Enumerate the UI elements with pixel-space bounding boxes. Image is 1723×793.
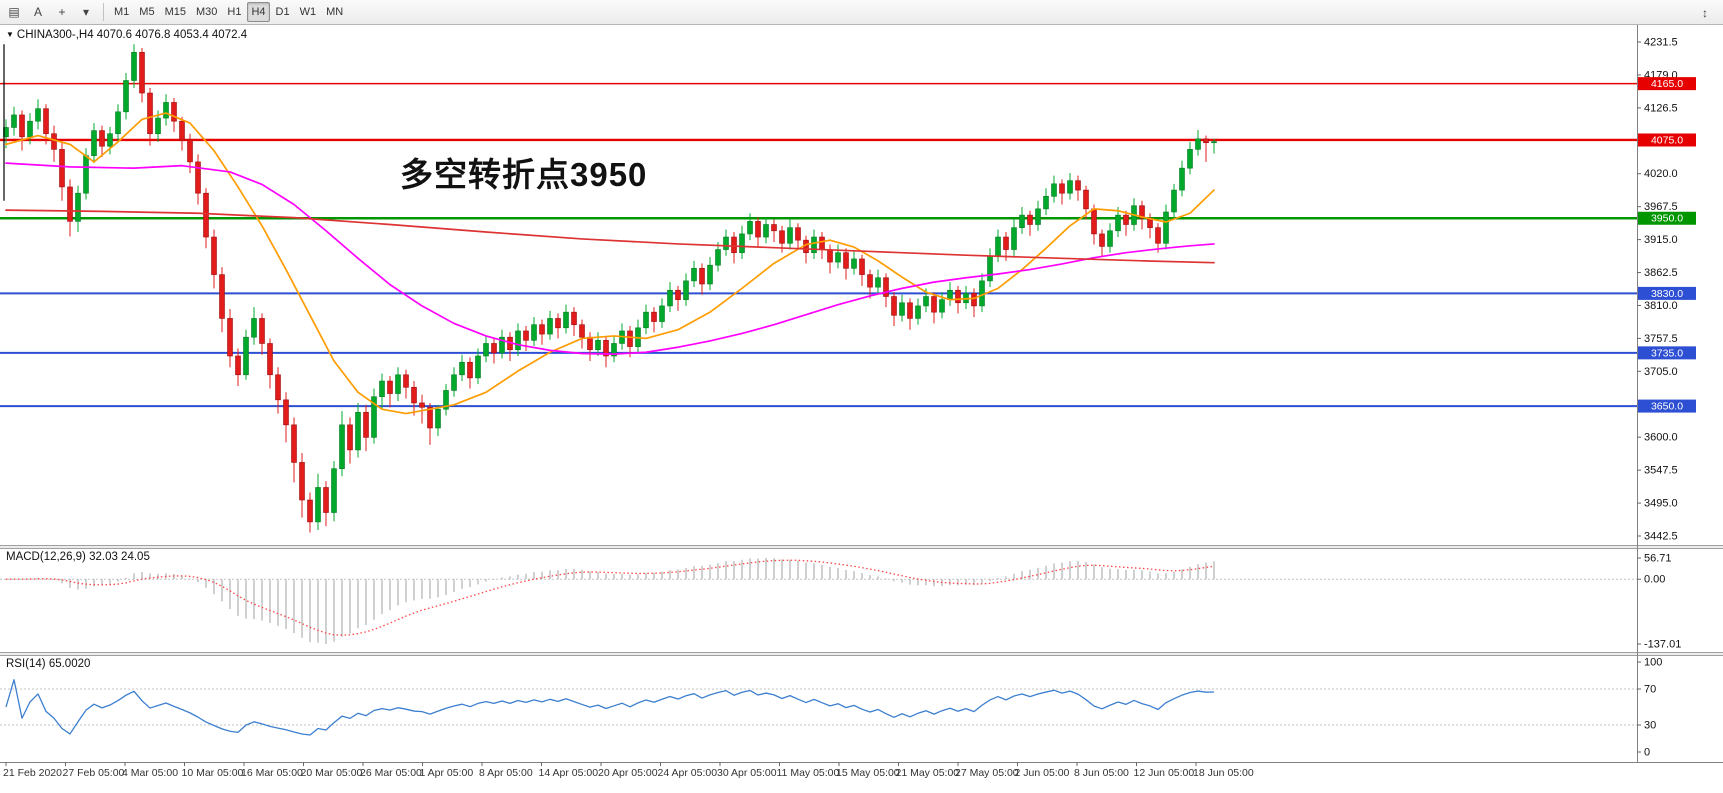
objects-dropdown-icon[interactable]: ▾ [82, 5, 90, 19]
svg-text:8 Apr 05:00: 8 Apr 05:00 [479, 767, 533, 779]
timeframe-button-D1[interactable]: D1 [275, 6, 290, 18]
svg-text:1 Apr 05:00: 1 Apr 05:00 [420, 767, 474, 779]
svg-text:24 Apr 05:00: 24 Apr 05:00 [658, 767, 718, 779]
svg-text:26 Mar 05:00: 26 Mar 05:00 [360, 767, 422, 779]
rsi-indicator-label: RSI(14) 65.0020 [6, 658, 91, 670]
svg-text:4075.0: 4075.0 [1651, 134, 1683, 146]
toolbar: ▤ A + ▾ M1 M5 M15 M30 H1 H4 D1 W1 MN [0, 0, 1723, 25]
svg-text:3810.0: 3810.0 [1644, 300, 1678, 312]
rsi-line [5, 679, 1215, 736]
svg-text:15 May 05:00: 15 May 05:00 [836, 767, 900, 779]
svg-text:14 Apr 05:00: 14 Apr 05:00 [539, 767, 599, 779]
ma-slow [5, 209, 1215, 264]
svg-text:16 Mar 05:00: 16 Mar 05:00 [241, 767, 303, 779]
price-badge-4075.0 [1638, 133, 1696, 147]
svg-text:20 Mar 05:00: 20 Mar 05:00 [301, 767, 363, 779]
crosshair-icon[interactable]: + [58, 5, 66, 19]
svg-text:4165.0: 4165.0 [1651, 78, 1683, 90]
timeframe-button-M1[interactable]: M1 [114, 6, 130, 18]
price-axis[interactable]: 4231.54179.04126.54074.04020.03967.53915… [1637, 37, 1696, 543]
svg-text:21 May 05:00: 21 May 05:00 [896, 767, 960, 779]
svg-text:20 Apr 05:00: 20 Apr 05:00 [598, 767, 658, 779]
ma-fast [5, 112, 1215, 415]
svg-text:11 May 05:00: 11 May 05:00 [777, 767, 840, 779]
timeframe-button-H1[interactable]: H1 [227, 6, 242, 18]
svg-text:3600.0: 3600.0 [1644, 432, 1678, 444]
chart-title-text: CHINA300-,H4 4070.6 4076.8 4053.4 4072.4 [16, 29, 248, 41]
toolbar-separator [103, 3, 104, 21]
svg-text:3830.0: 3830.0 [1651, 288, 1683, 300]
svg-text:21 Feb 2020: 21 Feb 2020 [3, 767, 62, 779]
svg-text:10 Mar 05:00: 10 Mar 05:00 [182, 767, 244, 779]
svg-text:56.71: 56.71 [1644, 553, 1672, 565]
macd-indicator-label: MACD(12,26,9) 32.03 24.05 [6, 551, 150, 563]
symbol-dropdown-icon[interactable]: ▼ [6, 30, 14, 39]
svg-text:0.00: 0.00 [1644, 574, 1665, 586]
time-axis[interactable]: 21 Feb 2020 27 Feb 05:004 Mar 05:00 10 Mar… [3, 762, 1254, 779]
svg-text:100: 100 [1644, 657, 1662, 669]
svg-text:3495.0: 3495.0 [1644, 498, 1678, 510]
timeframe-button-MN[interactable]: MN [326, 6, 344, 18]
svg-text:8 Jun 05:00: 8 Jun 05:00 [1074, 767, 1129, 779]
timeframe-button-M30[interactable]: M30 [195, 6, 218, 18]
price-badge-3950.0 [1638, 211, 1696, 225]
svg-text:4020.0: 4020.0 [1644, 168, 1678, 180]
ma-mid [5, 162, 1215, 355]
svg-text:3650.0: 3650.0 [1651, 401, 1683, 413]
price-badge-3735.0 [1638, 346, 1696, 360]
svg-text:3967.5: 3967.5 [1644, 201, 1678, 213]
svg-text:30 Apr 05:00: 30 Apr 05:00 [717, 767, 777, 779]
svg-text:27 Feb 05:00: 27 Feb 05:00 [63, 767, 125, 779]
horizontal-lines-layer[interactable] [0, 82, 1637, 408]
svg-text:3915.0: 3915.0 [1644, 234, 1678, 246]
svg-text:18 Jun 05:00: 18 Jun 05:00 [1193, 767, 1254, 779]
charts-grid-icon[interactable]: ▤ [8, 5, 20, 19]
svg-text:3757.5: 3757.5 [1644, 333, 1678, 345]
text-annotation: 多空转折点3950 [400, 156, 648, 193]
svg-text:3735.0: 3735.0 [1651, 347, 1683, 359]
svg-text:3705.0: 3705.0 [1644, 366, 1678, 378]
svg-text:3862.5: 3862.5 [1644, 267, 1678, 279]
chart-title: ▼ CHINA300-,H4 4070.6 4076.8 4053.4 4072.… [6, 29, 247, 41]
svg-text:-137.01: -137.01 [1644, 639, 1681, 651]
svg-text:4 Mar 05:00: 4 Mar 05:00 [122, 767, 178, 779]
timeframe-button-H4[interactable]: H4 [247, 2, 270, 22]
price-badge-3650.0 [1638, 399, 1696, 413]
macd-signal-line [5, 559, 1215, 636]
price-badge-3830.0 [1638, 286, 1696, 300]
svg-text:4231.5: 4231.5 [1644, 37, 1678, 49]
svg-text:4126.5: 4126.5 [1644, 102, 1678, 114]
text-tool-icon[interactable]: A [33, 5, 42, 19]
scroll-toggle-icon[interactable]: ↕ [1702, 6, 1708, 20]
svg-text:12 Jun 05:00: 12 Jun 05:00 [1134, 767, 1195, 779]
candles-layer [3, 44, 1217, 533]
svg-text:27 May 05:00: 27 May 05:00 [955, 767, 1019, 779]
svg-text:3950.0: 3950.0 [1651, 213, 1683, 225]
timeframe-button-W1[interactable]: W1 [299, 6, 317, 18]
svg-text:3442.5: 3442.5 [1644, 531, 1678, 543]
svg-text:2 Jun 05:00: 2 Jun 05:00 [1015, 767, 1070, 779]
macd-histogram-layer [13, 558, 1215, 644]
svg-text:0: 0 [1644, 747, 1650, 759]
svg-text:3547.5: 3547.5 [1644, 465, 1678, 477]
timeframe-button-M5[interactable]: M5 [139, 6, 155, 18]
timeframe-button-M15[interactable]: M15 [164, 6, 186, 18]
svg-text:30: 30 [1644, 720, 1656, 732]
svg-text:70: 70 [1644, 684, 1656, 696]
price-badge-4165.0 [1638, 77, 1696, 91]
